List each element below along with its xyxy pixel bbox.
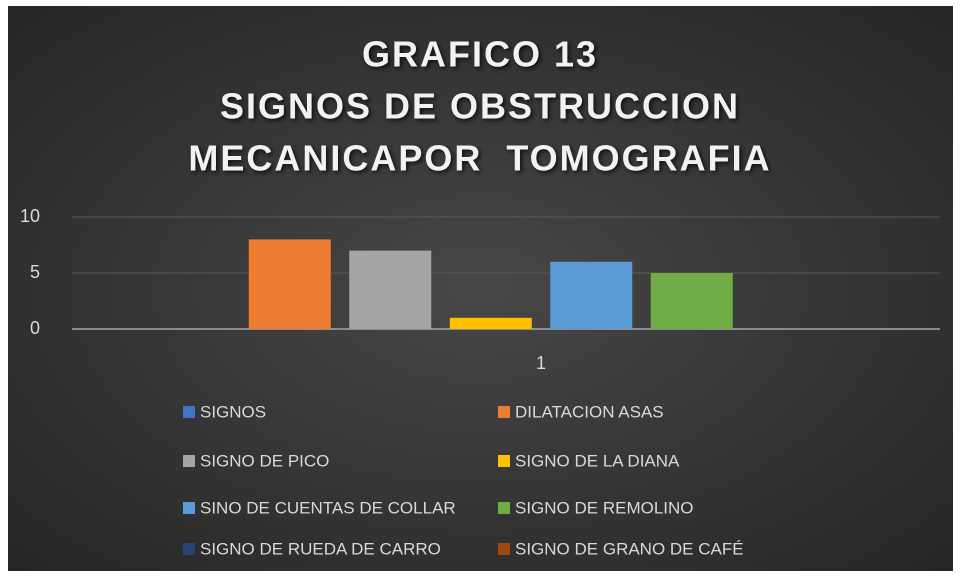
bar [550, 261, 633, 329]
bar [248, 239, 331, 329]
bar [349, 250, 432, 329]
legend-label: SIGNO DE GRANO DE CAFÉ [515, 539, 744, 558]
chart-title: GRAFICO 13 [362, 34, 598, 75]
legend-swatch [498, 406, 510, 418]
legend-swatch [498, 455, 510, 467]
legend-label: DILATACION ASAS [515, 402, 664, 421]
legend-swatch [183, 502, 195, 514]
y-tick-label: 5 [30, 262, 40, 282]
legend-label: SIGNO DE RUEDA DE CARRO [200, 539, 441, 558]
bar [650, 273, 733, 329]
legend-swatch [183, 543, 195, 555]
legend-label: SIGNO DE PICO [200, 451, 329, 470]
legend-label: SIGNOS [200, 402, 266, 421]
legend-swatch [183, 406, 195, 418]
y-tick-label: 10 [20, 206, 40, 226]
legend-swatch [498, 543, 510, 555]
chart-title: SIGNOS DE OBSTRUCCION [220, 86, 740, 127]
chart-title: MECANICAPOR TOMOGRAFIA [188, 138, 771, 179]
legend-swatch [498, 502, 510, 514]
chart-background [8, 6, 953, 571]
y-tick-label: 0 [30, 318, 40, 338]
legend-swatch [183, 455, 195, 467]
bar [449, 317, 532, 329]
legend-label: SINO DE CUENTAS DE COLLAR [200, 498, 456, 517]
legend-label: SIGNO DE REMOLINO [515, 498, 694, 517]
x-tick-label: 1 [536, 353, 546, 373]
legend-label: SIGNO DE LA DIANA [515, 451, 680, 470]
